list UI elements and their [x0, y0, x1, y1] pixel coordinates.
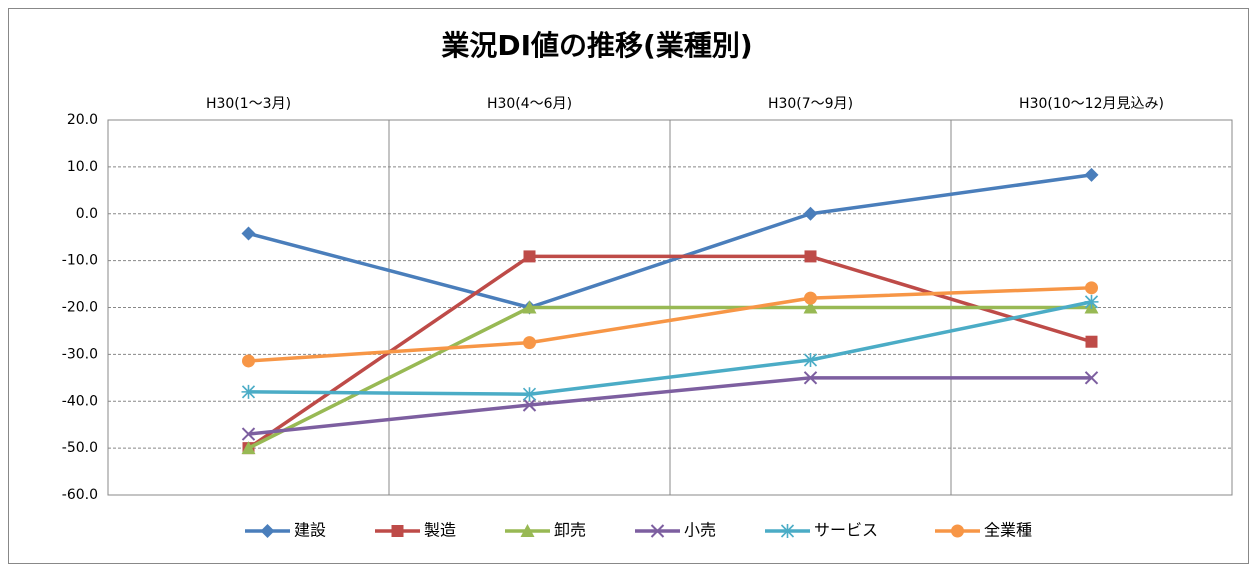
marker	[1085, 281, 1098, 295]
chart-title: 業況DI値の推移(業種別)	[441, 29, 752, 62]
x-tick-label: H30(7〜9月)	[768, 96, 853, 112]
y-tick-label: -30.0	[62, 346, 98, 362]
x-tick-label: H30(1〜3月)	[206, 96, 291, 112]
marker	[1084, 167, 1099, 182]
marker	[522, 387, 537, 402]
marker	[241, 384, 256, 399]
marker	[803, 371, 818, 385]
marker	[804, 250, 817, 263]
marker	[803, 206, 818, 221]
legend-marker	[780, 524, 795, 538]
marker	[1084, 294, 1099, 309]
marker	[242, 354, 255, 368]
series-line	[248, 173, 1092, 310]
legend-marker	[951, 524, 964, 538]
legend-marker	[260, 524, 275, 538]
legend-marker	[520, 524, 535, 537]
y-tick-label: -50.0	[62, 440, 98, 456]
legend-label: 全業種	[984, 521, 1032, 540]
y-tick-label: -10.0	[62, 253, 98, 269]
series-line	[247, 305, 1092, 450]
x-tick-label: H30(10〜12月見込み)	[1019, 96, 1164, 112]
legend-label: 製造	[424, 521, 456, 540]
chart-border	[8, 8, 1249, 564]
marker	[241, 427, 256, 441]
legend-label: 建設	[294, 521, 326, 540]
marker	[523, 250, 536, 263]
legend-label: 小売	[684, 521, 716, 540]
y-tick-label: 0.0	[76, 206, 98, 222]
series-line	[248, 286, 1092, 363]
marker	[522, 300, 537, 314]
marker	[522, 398, 537, 412]
y-tick-label: -40.0	[62, 393, 98, 409]
marker	[803, 300, 818, 314]
legend-label: 卸売	[554, 521, 586, 540]
marker	[804, 291, 817, 305]
marker	[803, 353, 818, 367]
series-line	[248, 300, 1092, 396]
legend-marker	[391, 525, 404, 537]
y-tick-label: 10.0	[67, 159, 98, 175]
legend-label: サービス	[814, 521, 878, 540]
marker	[241, 226, 256, 241]
marker	[241, 441, 256, 455]
marker	[523, 336, 536, 350]
series-line	[248, 376, 1092, 436]
y-tick-label: -20.0	[62, 300, 98, 316]
legend-marker	[650, 524, 665, 538]
marker	[1085, 335, 1098, 348]
marker	[1084, 371, 1099, 385]
y-tick-label: 20.0	[67, 112, 98, 128]
y-tick-label: -60.0	[62, 487, 98, 503]
x-tick-label: H30(4〜6月)	[487, 96, 572, 112]
